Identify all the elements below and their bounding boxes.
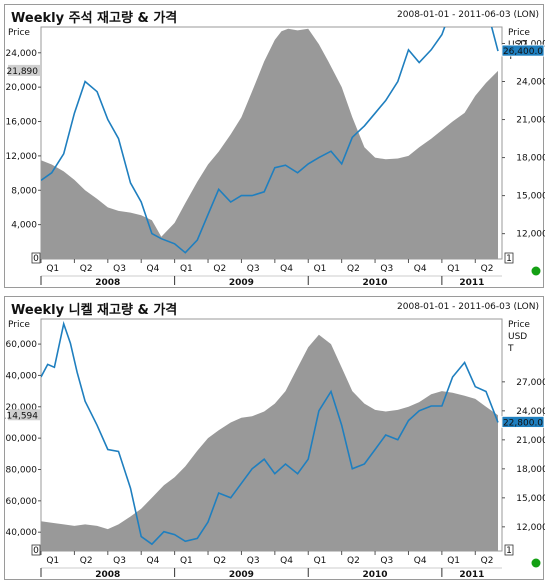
quarter-label: Q2 xyxy=(213,556,226,566)
right-tick-label: 18,000 xyxy=(516,465,545,475)
left-zero-box xyxy=(31,252,41,264)
quarter-label: Q2 xyxy=(481,264,494,274)
year-label: 2008 xyxy=(95,278,120,288)
date-range: 2008-01-01 - 2011-06-03 (LON) xyxy=(397,302,539,312)
stock-area xyxy=(41,28,498,260)
year-label: 2010 xyxy=(363,570,388,580)
right-axis-label: Price xyxy=(508,320,530,330)
quarter-label: Q1 xyxy=(447,556,460,566)
right-last-label: 22,800.0 xyxy=(503,418,543,428)
left-tick-label: 120,000 xyxy=(5,403,37,413)
right-tick-label: 18,000 xyxy=(516,154,545,164)
quarter-label: Q4 xyxy=(414,264,427,274)
left-axis-label: Price xyxy=(8,320,30,330)
left-last-box xyxy=(8,409,40,421)
left-tick-label: 40,000 xyxy=(6,528,38,538)
left-tick-label: 60,000 xyxy=(6,497,38,507)
left-tick-label: 24,000 xyxy=(6,49,38,59)
stock-area xyxy=(41,334,498,551)
nickel-chart: Price 40,000 60,000 80,000 100,000 120,000 140… xyxy=(5,318,545,580)
year-label: 2011 xyxy=(459,278,484,288)
quarter-label: Q4 xyxy=(147,264,160,274)
right-end-box xyxy=(504,252,514,264)
quarter-label: Q4 xyxy=(280,264,293,274)
right-end-box xyxy=(504,544,514,556)
quarter-label: Q3 xyxy=(247,264,260,274)
quarter-label: Q2 xyxy=(347,264,360,274)
nickel-panel: Weekly 니켈 재고량 & 가격 2008-01-01 - 2011-06-… xyxy=(4,296,545,580)
quarter-label: Q2 xyxy=(213,264,226,274)
right-tick-label: 21,000 xyxy=(516,436,545,446)
status-dot xyxy=(531,558,541,568)
left-last-label: 21,890 xyxy=(7,67,39,77)
right-end-label: 1 xyxy=(506,546,512,556)
chart-title: Weekly 주석 재고량 & 가격 xyxy=(11,11,178,26)
right-axis-label: T xyxy=(507,344,514,354)
right-tick-label: 27,000 xyxy=(516,378,545,388)
year-label: 2010 xyxy=(363,278,388,288)
left-tick-label: 12,000 xyxy=(6,152,38,162)
price-line xyxy=(41,320,499,546)
quarter-label: Q2 xyxy=(347,556,360,566)
year-label: 2008 xyxy=(95,570,120,580)
right-end-label: 1 xyxy=(506,254,512,264)
year-label: 2009 xyxy=(229,570,254,580)
quarter-label: Q3 xyxy=(380,556,393,566)
quarter-label: Q1 xyxy=(46,556,59,566)
right-last-box xyxy=(501,44,545,57)
year-label: 2009 xyxy=(229,278,254,288)
right-tick-label: 15,000 xyxy=(516,192,545,202)
left-tick-label: 140,000 xyxy=(5,371,37,381)
quarter-label: Q1 xyxy=(314,264,327,274)
left-zero-box xyxy=(31,544,41,556)
left-tick-label: 160,000 xyxy=(5,340,37,350)
left-tick-label: 100,000 xyxy=(5,434,37,444)
right-tick-label: 15,000 xyxy=(516,494,545,504)
left-zero-label: 0 xyxy=(33,546,39,556)
left-tick-label: 4,000 xyxy=(11,221,37,231)
quarter-label: Q3 xyxy=(247,556,260,566)
right-tick-label: 24,000 xyxy=(516,78,545,88)
quarter-label: Q4 xyxy=(147,556,160,566)
left-last-box xyxy=(8,64,40,76)
right-tick-label: 21,000 xyxy=(516,116,545,126)
right-axis-label: Price xyxy=(508,28,530,38)
right-tick-label: 12,000 xyxy=(516,523,545,533)
quarter-label: Q1 xyxy=(314,556,327,566)
left-zero-label: 0 xyxy=(33,254,39,264)
left-last-label: 114,594 xyxy=(5,411,38,421)
right-tick-label: 24,000 xyxy=(516,407,545,417)
left-tick-label: 8,000 xyxy=(11,186,37,196)
status-dot xyxy=(531,266,541,276)
quarter-label: Q1 xyxy=(180,264,193,274)
quarter-label: Q1 xyxy=(180,556,193,566)
chart-title: Weekly 니켈 재고량 & 가격 xyxy=(11,303,178,318)
tin-panel: Weekly 주석 재고량 & 가격 2008-01-01 - 2011-06-… xyxy=(4,4,545,288)
price-line xyxy=(41,27,499,254)
quarter-label: Q3 xyxy=(113,264,126,274)
right-last-label: 26,400.0 xyxy=(503,47,543,57)
left-tick-label: 20,000 xyxy=(6,83,38,93)
right-axis-label: T xyxy=(507,52,514,62)
quarter-label: Q4 xyxy=(414,556,427,566)
quarter-label: Q4 xyxy=(280,556,293,566)
date-range: 2008-01-01 - 2011-06-03 (LON) xyxy=(397,10,539,20)
right-last-box xyxy=(501,416,545,428)
quarter-label: Q1 xyxy=(46,264,59,274)
left-tick-label: 16,000 xyxy=(6,118,38,128)
quarter-label: Q2 xyxy=(80,264,93,274)
quarter-label: Q3 xyxy=(380,264,393,274)
quarter-label: Q1 xyxy=(447,264,460,274)
right-axis-label: USD xyxy=(508,332,527,342)
right-tick-label: 12,000 xyxy=(516,230,545,240)
quarter-label: Q3 xyxy=(113,556,126,566)
left-tick-label: 80,000 xyxy=(6,465,38,475)
quarter-label: Q2 xyxy=(481,556,494,566)
left-axis-label: Price xyxy=(8,28,30,38)
tin-chart: Price 4,000 8,000 12,000 16,000 20,000 24,000 2… xyxy=(6,26,545,288)
quarter-label: Q2 xyxy=(80,556,93,566)
right-tick-label: 27,000 xyxy=(516,39,545,49)
year-label: 2011 xyxy=(459,570,484,580)
